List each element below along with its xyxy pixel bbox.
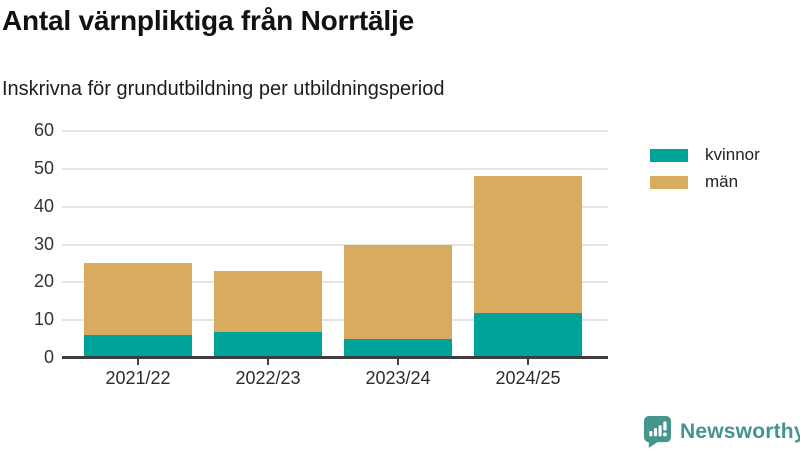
gridline-30 [62, 243, 608, 246]
x-axis-line [62, 356, 608, 359]
bar-segment-kvinnor [84, 335, 192, 358]
gridline-20 [62, 281, 608, 284]
bar-2022-23 [214, 271, 322, 358]
y-tick-label-50: 50 [33, 157, 54, 178]
bar-segment-män [474, 176, 582, 313]
stacked-bar-plot-area [62, 130, 608, 358]
x-tick-label-2023-24: 2023/24 [365, 368, 431, 388]
bar-segment-kvinnor [214, 331, 322, 358]
x-tick-label-2021-22: 2021/22 [105, 368, 171, 388]
legend-label-kvinnor: kvinnor [705, 145, 760, 164]
y-tick-label-40: 40 [33, 195, 54, 216]
y-tick-label-0: 0 [43, 347, 54, 367]
bar-2023-24 [344, 244, 452, 358]
legend-label-män: män [705, 172, 739, 191]
y-tick-label-10: 10 [33, 309, 54, 330]
gridline-10 [62, 319, 608, 322]
bar-segment-kvinnor [344, 339, 452, 358]
legend-swatch-kvinnor [650, 148, 688, 162]
y-tick-label-60: 60 [33, 120, 54, 140]
legend-item-kvinnor: kvinnor [650, 145, 760, 164]
y-tick-label-20: 20 [33, 271, 54, 292]
legend-swatch-män [650, 175, 688, 189]
gridline-50 [62, 167, 608, 170]
gridline-40 [62, 205, 608, 208]
bar-segment-män [84, 263, 192, 336]
newsworthy-icon [643, 416, 672, 448]
x-tick-2022-23 [267, 359, 269, 365]
bar-segment-män [344, 244, 452, 340]
bar-2021-22 [84, 263, 192, 358]
newsworthy-wordmark: Newsworthy [680, 419, 800, 443]
legend-item-män: män [650, 172, 760, 191]
bar-segment-män [214, 271, 322, 332]
x-tick-label-2024-25: 2024/25 [495, 368, 561, 388]
newsworthy-logo: Newsworthy [643, 415, 800, 448]
x-tick-2024-25 [527, 359, 529, 365]
bar-segment-kvinnor [474, 312, 582, 358]
chart-legend: kvinnor män [650, 145, 760, 202]
chart-subtitle: Inskrivna för grundutbildning per utbild… [2, 78, 445, 100]
x-tick-2023-24 [397, 359, 399, 365]
gridline-60 [62, 130, 608, 132]
chart-title: Antal värnpliktiga från Norrtälje [2, 5, 414, 36]
bar-2024-25 [474, 176, 582, 358]
x-tick-2021-22 [137, 359, 139, 365]
y-tick-label-30: 30 [33, 233, 54, 254]
x-tick-label-2022-23: 2022/23 [235, 368, 301, 388]
